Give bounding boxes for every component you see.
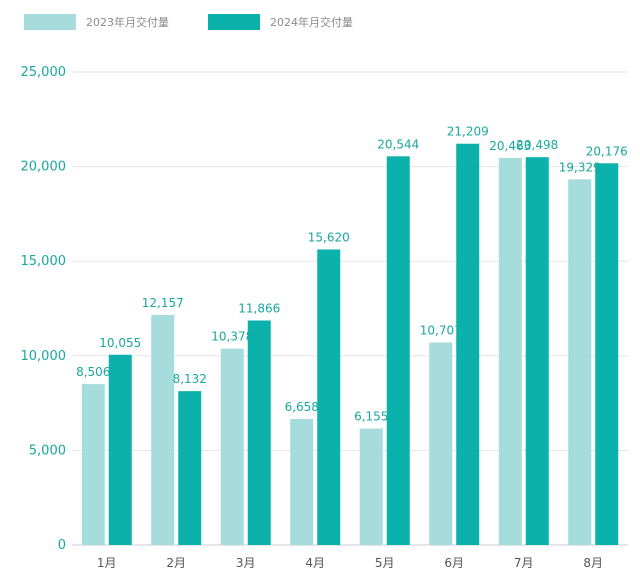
bar-2023 — [290, 419, 314, 545]
data-label: 20,498 — [516, 138, 558, 152]
bar-2024 — [178, 391, 202, 545]
bar-2024 — [108, 354, 132, 545]
y-tick-label: 0 — [58, 538, 66, 553]
bar-2023 — [568, 179, 592, 545]
data-label: 8,506 — [76, 365, 110, 379]
bars — [81, 143, 619, 546]
data-label: 10,707 — [420, 323, 462, 337]
x-category-label: 2月 — [166, 556, 186, 570]
legend-label-2024: 2024年月交付量 — [270, 15, 353, 29]
x-category-label: 4月 — [305, 556, 325, 570]
y-axis-ticks: 0 5,000 10,000 15,000 20,000 25,000 — [21, 65, 67, 553]
bar-2023 — [81, 384, 105, 545]
data-label: 12,157 — [142, 296, 184, 310]
legend: 2023年月交付量 2024年月交付量 — [24, 14, 353, 30]
data-label: 21,209 — [447, 125, 489, 139]
data-label: 11,866 — [238, 301, 280, 315]
bar-2024 — [525, 157, 549, 545]
y-tick-label: 25,000 — [21, 65, 67, 80]
bar-2024 — [317, 249, 341, 545]
y-tick-label: 20,000 — [21, 160, 67, 175]
data-label: 10,378 — [211, 330, 253, 344]
legend-label-2023: 2023年月交付量 — [86, 15, 169, 29]
bar-2024 — [456, 143, 480, 546]
y-tick-label: 15,000 — [21, 254, 67, 269]
legend-swatch-2023 — [24, 14, 76, 30]
data-label: 20,463 — [489, 139, 531, 153]
x-category-label: 5月 — [375, 556, 395, 570]
data-label: 20,544 — [377, 137, 419, 151]
y-tick-label: 10,000 — [21, 349, 67, 364]
data-label: 15,620 — [308, 230, 350, 244]
data-label: 20,176 — [586, 144, 628, 158]
x-category-label: 7月 — [514, 556, 534, 570]
bar-2023 — [359, 428, 383, 545]
legend-swatch-2024 — [208, 14, 260, 30]
bar-2023 — [498, 157, 522, 546]
x-category-label: 3月 — [236, 556, 256, 570]
data-label: 6,155 — [354, 410, 388, 424]
bar-2024 — [595, 163, 619, 545]
data-labels: 8,506 10,055 12,157 8,132 10,378 11,866 6,658 1… — [76, 125, 628, 424]
data-label: 8,132 — [173, 372, 207, 386]
bar-2023 — [151, 314, 175, 545]
bar-2023 — [220, 348, 244, 545]
bar-2023 — [429, 342, 453, 545]
bar-2024 — [247, 320, 271, 545]
bar-2024 — [386, 156, 410, 545]
x-category-label: 6月 — [444, 556, 464, 570]
data-label: 6,658 — [285, 400, 319, 414]
x-axis-categories: 1月 2月 3月 4月 5月 6月 7月 8月 — [97, 556, 603, 570]
data-label: 10,055 — [99, 336, 141, 350]
data-label: 19,329 — [559, 160, 601, 174]
y-tick-label: 5,000 — [29, 443, 66, 458]
x-category-label: 8月 — [583, 556, 603, 570]
x-category-label: 1月 — [97, 556, 117, 570]
